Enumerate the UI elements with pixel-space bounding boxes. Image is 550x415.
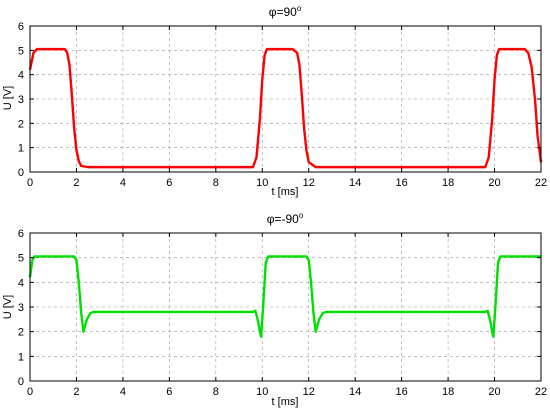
- x-tick-label: 16: [396, 386, 408, 398]
- x-tick-label: 2: [73, 177, 79, 189]
- x-tick-label: 20: [488, 177, 500, 189]
- x-tick-label: 20: [488, 386, 500, 398]
- y-tick-label: 2: [18, 118, 24, 130]
- chart-phi-90: φ=90o U [V] t [ms] 0 2 4 6 8 10 12 14 16 18 20 2201…: [2, 4, 547, 198]
- chart-title: φ=-90o: [267, 211, 304, 226]
- x-tick-label: 6: [166, 177, 172, 189]
- y-tick-label: 6: [18, 21, 24, 33]
- data-series: [28, 47, 543, 169]
- y-axis-label: U [V]: [2, 86, 14, 110]
- x-tick-label: 2: [73, 386, 79, 398]
- y-tick-label: 0: [18, 167, 24, 179]
- x-tick-label: 14: [349, 177, 361, 189]
- x-tick-label: 10: [256, 177, 268, 189]
- series-line: [28, 255, 541, 338]
- y-tick-label: 4: [18, 277, 24, 289]
- x-tick-label: 4: [120, 177, 126, 189]
- chart-phi-minus-90: φ=-90o U [V] t [ms] 0 2 4 6 8 10 12 14 16 18 20 220…: [2, 211, 547, 408]
- x-tick-label: 10: [256, 386, 268, 398]
- y-tick-label: 2: [18, 327, 24, 339]
- y-tick-label: 5: [18, 253, 24, 265]
- y-axis-label: U [V]: [2, 295, 14, 319]
- y-tick-label: 3: [18, 94, 24, 106]
- chart-title: φ=90o: [269, 4, 302, 19]
- grid: [30, 26, 541, 172]
- x-tick-label: 18: [442, 177, 454, 189]
- x-tick-label: 18: [442, 386, 454, 398]
- y-tick-label: 1: [18, 351, 24, 363]
- y-tick-label: 0: [18, 376, 24, 388]
- y-tick-label: 6: [18, 228, 24, 240]
- series-line: [28, 47, 543, 169]
- x-tick-label: 6: [166, 386, 172, 398]
- x-tick-label: 4: [120, 386, 126, 398]
- x-tick-label: 0: [27, 177, 33, 189]
- x-tick-label: 14: [349, 386, 361, 398]
- x-axis-label: t [ms]: [272, 396, 299, 408]
- y-tick-label: 3: [18, 302, 24, 314]
- x-tick-label: 22: [535, 386, 547, 398]
- y-tick-label: 4: [18, 70, 24, 82]
- x-tick-label: 8: [213, 386, 219, 398]
- x-tick-label: 12: [303, 386, 315, 398]
- x-tick-label: 16: [396, 177, 408, 189]
- x-tick-label: 0: [27, 386, 33, 398]
- grid: [30, 233, 541, 381]
- y-tick-label: 5: [18, 45, 24, 57]
- x-tick-label: 22: [535, 177, 547, 189]
- y-tick-label: 1: [18, 143, 24, 155]
- x-tick-label: 8: [213, 177, 219, 189]
- x-tick-label: 12: [303, 177, 315, 189]
- x-axis-label: t [ms]: [272, 186, 299, 198]
- data-series: [28, 255, 541, 338]
